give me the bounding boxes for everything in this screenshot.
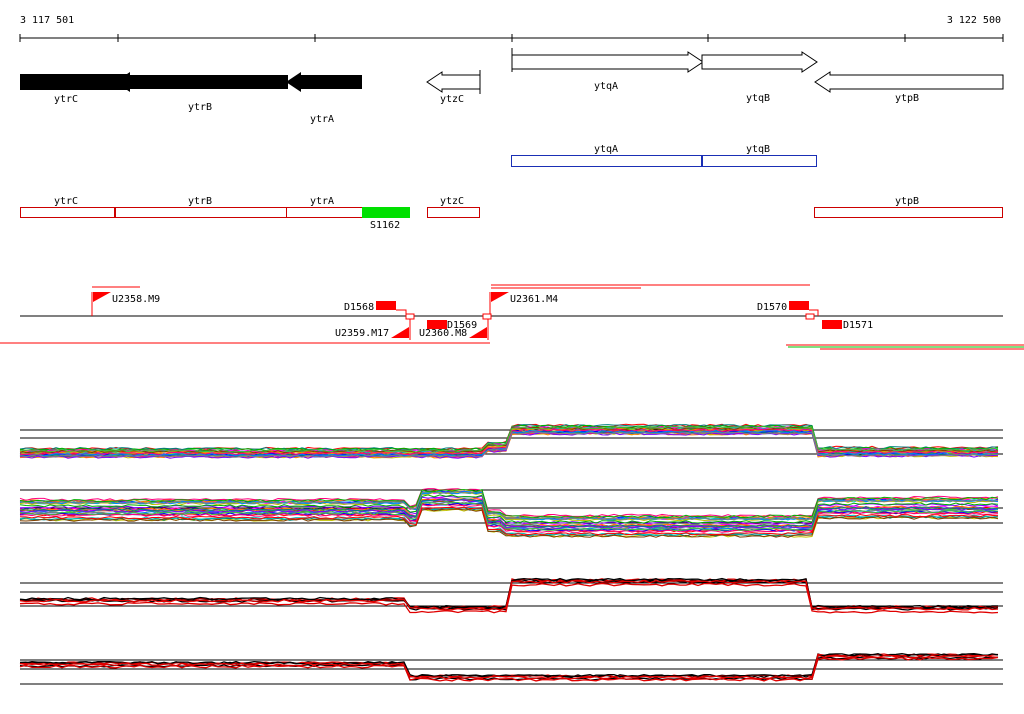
transcript-box-ytrB[interactable] xyxy=(115,207,287,218)
expression-trace xyxy=(19,654,999,680)
expression-trace xyxy=(19,506,999,536)
srna-box-S1162[interactable] xyxy=(362,207,410,218)
expression-panel-plus-replicates[interactable] xyxy=(19,577,1003,614)
expression-trace xyxy=(19,425,999,453)
expression-trace xyxy=(19,501,999,532)
downshift-label-D1569: D1569 xyxy=(447,320,477,331)
expression-traces xyxy=(19,488,999,538)
upshift-marker-U2360[interactable]: U2360.M8 xyxy=(419,316,489,340)
expression-traces xyxy=(19,652,999,682)
gene-label-ytzC: ytzC xyxy=(440,94,464,105)
gene-arrow-ytzC[interactable] xyxy=(426,71,481,93)
expression-trace xyxy=(19,582,999,614)
gene-label-ytqB: ytqB xyxy=(746,93,770,104)
ruler-end-label: 3 122 500 xyxy=(947,15,1001,26)
downshift-marker-D1569[interactable]: D1569 xyxy=(427,320,477,331)
expression-trace xyxy=(19,652,999,678)
gene-label-ytrB: ytrB xyxy=(188,102,212,113)
transcript-label-ytrB: ytrB xyxy=(188,196,212,207)
upshift-label-U2361: U2361.M4 xyxy=(510,294,558,305)
gene-label-ytrC: ytrC xyxy=(54,94,78,105)
expression-trace xyxy=(19,428,999,456)
coordinate-ruler: 3 117 501 3 122 500 xyxy=(19,15,1004,42)
downshift-marker-D1570[interactable]: D1570 xyxy=(757,301,819,320)
expression-trace xyxy=(19,431,999,458)
transcript-box-ytzC[interactable] xyxy=(427,207,480,218)
expression-traces xyxy=(19,577,999,614)
upshift-label-U2359: U2359.M17 xyxy=(335,328,389,339)
gene-arrow-ytpB[interactable] xyxy=(814,71,1004,93)
transcript-box-ytqB[interactable] xyxy=(702,155,817,167)
gene-arrow-ytrC[interactable] xyxy=(20,74,130,90)
gene-annotation-track[interactable]: ytrC ytrB ytrA ytzC ytqA ytqB ytpB xyxy=(20,48,1004,125)
downshift-label-D1570: D1570 xyxy=(757,302,787,313)
gene-arrow-ytrB[interactable] xyxy=(115,72,288,92)
transcript-box-ytpB[interactable] xyxy=(814,207,1003,218)
transcript-label-ytqB: ytqB xyxy=(746,144,770,155)
expression-trace xyxy=(19,656,999,682)
segmentation-track[interactable]: U2358.M9 U2359.M17 U2360.M8 U2361.M4 D15… xyxy=(0,284,1024,350)
upshift-marker-U2359[interactable]: U2359.M17 xyxy=(335,316,411,340)
expression-trace xyxy=(19,498,999,528)
gene-arrow-ytqA[interactable] xyxy=(511,51,704,73)
transcript-box-ytrA[interactable] xyxy=(286,207,363,218)
transcript-label-ytpB: ytpB xyxy=(895,196,919,207)
gene-arrow-ytqB[interactable] xyxy=(701,51,818,73)
expression-trace xyxy=(19,508,999,538)
downshift-marker-D1571[interactable]: D1571 xyxy=(822,320,873,331)
expression-trace xyxy=(19,579,999,611)
gene-arrow-ytrA[interactable] xyxy=(286,72,362,92)
downshift-label-D1568: D1568 xyxy=(344,302,374,313)
gene-label-ytpB: ytpB xyxy=(895,93,919,104)
expression-trace xyxy=(19,490,999,521)
plus-transcript-track[interactable]: ytqA ytqB xyxy=(511,144,817,167)
expression-trace xyxy=(19,488,999,519)
upshift-marker-U2358[interactable]: U2358.M9 xyxy=(91,292,160,316)
transcript-label-ytqA: ytqA xyxy=(594,144,618,155)
expression-panel-plus-tiling[interactable] xyxy=(19,423,1003,459)
upshift-marker-U2361[interactable]: U2361.M4 xyxy=(489,292,558,316)
shift-junction-box xyxy=(482,313,492,320)
expression-trace xyxy=(19,494,999,524)
minus-transcript-track[interactable]: ytrC ytrB ytrA ytzC ytpB S1162 xyxy=(20,196,1003,231)
transcript-label-ytzC: ytzC xyxy=(440,196,464,207)
ruler-start-label: 3 117 501 xyxy=(20,15,74,26)
gene-label-ytqA: ytqA xyxy=(594,81,618,92)
expression-panel-minus-tiling[interactable] xyxy=(19,488,1003,538)
downshift-label-D1571: D1571 xyxy=(843,320,873,331)
transcript-label-ytrA: ytrA xyxy=(310,196,334,207)
srna-label-S1162: S1162 xyxy=(370,220,400,231)
expression-panel-minus-replicates[interactable] xyxy=(19,652,1003,685)
transcript-label-ytrC: ytrC xyxy=(54,196,78,207)
upshift-label-U2360: U2360.M8 xyxy=(419,328,467,339)
gene-label-ytrA: ytrA xyxy=(310,114,334,125)
transcript-box-ytqA[interactable] xyxy=(511,155,702,167)
expression-traces xyxy=(19,423,999,459)
upshift-label-U2358: U2358.M9 xyxy=(112,294,160,305)
transcript-box-ytrC[interactable] xyxy=(20,207,115,218)
downshift-marker-D1568[interactable]: D1568 xyxy=(344,301,415,320)
